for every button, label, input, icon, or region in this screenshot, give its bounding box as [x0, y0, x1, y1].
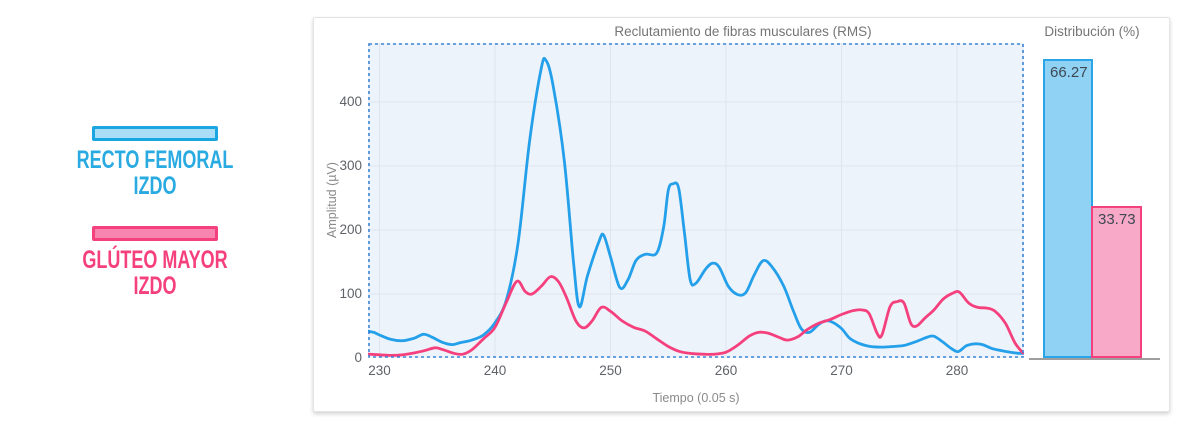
distribution-bar-gluteo-mayor[interactable]: 33.73: [1091, 206, 1142, 358]
x-tick-label: 250: [599, 363, 622, 378]
legend-label-line1: GLÚTEO MAYOR: [82, 246, 228, 274]
line-series-gluteo-mayor: [368, 275, 1024, 357]
x-tick-label: 230: [368, 363, 391, 378]
legend-label-gluteo-mayor: GLÚTEO MAYOR IZDO: [61, 247, 248, 299]
distribution-baseline: [1029, 358, 1160, 360]
y-tick-label: 0: [354, 350, 362, 365]
y-tick-label: 300: [339, 157, 362, 173]
line-chart-svg: [368, 43, 1024, 358]
distribution-bar-recto-femoral[interactable]: 66.27: [1043, 59, 1093, 358]
x-axis-label: Tiempo (0.05 s): [652, 391, 740, 405]
y-tick-label: 100: [339, 285, 362, 301]
bar-value-label: 33.73: [1098, 211, 1136, 228]
legend-swatch-recto-femoral: [92, 126, 218, 141]
chart-card: Reclutamiento de fibras musculares (RMS)…: [313, 17, 1170, 412]
y-tick-label: 400: [339, 93, 362, 109]
plot-background: [368, 43, 1024, 358]
x-tick-label: 270: [830, 363, 853, 378]
legend-swatch-gluteo-mayor: [92, 226, 218, 241]
distribution-title: Distribución (%): [1044, 24, 1140, 39]
line-series-recto-femoral: [368, 56, 1024, 355]
legend-label-recto-femoral: RECTO FEMORAL IZDO: [61, 147, 248, 199]
legend-item-gluteo-mayor: GLÚTEO MAYOR IZDO: [25, 226, 285, 299]
plot-area[interactable]: [368, 43, 1024, 358]
x-tick-label: 260: [714, 363, 738, 378]
legend-label-line2: IZDO: [133, 172, 177, 200]
x-tick-label: 240: [483, 363, 507, 378]
bar-value-label: 66.27: [1050, 64, 1088, 81]
legend-label-line2: IZDO: [133, 272, 177, 300]
legend-item-recto-femoral: RECTO FEMORAL IZDO: [25, 126, 285, 199]
plot-dashed-border: [368, 43, 1024, 358]
y-tick-label: 200: [339, 221, 362, 237]
x-tick-label: 280: [945, 363, 969, 378]
y-axis-label: Amplitud (µV): [325, 162, 339, 238]
legend-label-line1: RECTO FEMORAL: [76, 146, 234, 174]
main-chart-title: Reclutamiento de fibras musculares (RMS): [614, 24, 872, 39]
